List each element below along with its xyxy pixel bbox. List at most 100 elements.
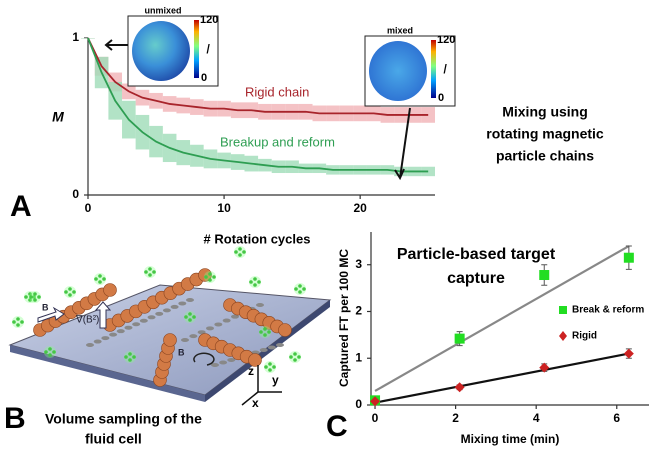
colorbar-title: I: [443, 61, 447, 77]
trail: [186, 298, 194, 302]
figure: B ∇(B²) Bz yx B Volume sampling of the fluid c…: [0, 0, 656, 459]
colorbar: [431, 40, 436, 98]
legend-label: Rigid: [572, 331, 597, 342]
annotation: particle chains: [496, 148, 594, 164]
target-glow: [12, 316, 24, 328]
label: B: [42, 302, 49, 312]
target-glow: [289, 351, 301, 363]
legend-marker: [559, 306, 567, 314]
target-glow: [64, 286, 76, 298]
point: [539, 270, 549, 280]
colorbar-label: 120: [437, 34, 455, 46]
y-tick-label: 1: [355, 350, 362, 364]
legend-marker: [559, 331, 567, 341]
chart-A: 0 10 20 0 1 A # Rotation cycles M Rigid chain Bre…: [10, 5, 604, 246]
y-tick-label: 2: [355, 304, 362, 318]
colorbar-label: 0: [201, 72, 207, 84]
trail: [189, 334, 197, 338]
x-tick-label: 10: [217, 201, 231, 215]
y-tick-label: 1: [72, 30, 79, 44]
colorbar-title: I: [206, 41, 210, 57]
legend-label: Break & reform: [572, 305, 644, 316]
point: [455, 334, 465, 344]
trail: [223, 319, 231, 323]
y-tick-label: 3: [355, 257, 362, 271]
legend-label: Breakup and reform: [220, 134, 335, 149]
target-glow: [44, 346, 56, 358]
chain-bead: [279, 324, 292, 337]
trail: [276, 343, 284, 347]
target-glow: [249, 276, 261, 288]
trail: [94, 340, 102, 344]
y-axis-label: Captured FT per 100 MC: [337, 249, 351, 387]
trail: [155, 312, 163, 316]
trail: [101, 336, 109, 340]
trail: [109, 333, 117, 337]
x-tick-label: 6: [613, 411, 620, 425]
label: B: [4, 402, 26, 435]
x-tick-label: 0: [372, 411, 379, 425]
annotation: rotating magnetic: [486, 126, 604, 142]
point: [455, 382, 465, 392]
y-tick-label: 0: [72, 187, 79, 201]
fit-line: [375, 246, 629, 391]
target-glow: [144, 266, 156, 278]
trail: [117, 329, 125, 333]
x-tick-label: 20: [353, 201, 367, 215]
y-axis-label: M: [52, 109, 64, 125]
pointer: [106, 40, 128, 50]
label: B: [178, 347, 185, 357]
x-axis-label: # Rotation cycles: [204, 231, 311, 246]
trail: [260, 348, 268, 352]
target-glow: [264, 361, 276, 373]
trail: [86, 343, 94, 347]
x-tick-label: 2: [452, 411, 459, 425]
x-tick-label: 0: [85, 201, 92, 215]
chain-bead: [104, 284, 117, 297]
target-glow: [259, 326, 271, 338]
trail: [181, 338, 189, 342]
inset-image: [369, 41, 427, 101]
trail: [219, 361, 227, 365]
trail: [163, 308, 171, 312]
colorbar: [194, 20, 199, 78]
chart-title: Particle-based target: [397, 246, 556, 263]
trail: [268, 346, 276, 350]
trail: [214, 322, 222, 326]
colorbar-label: 0: [438, 92, 444, 104]
panel-label: C: [326, 410, 348, 443]
chart-C: 02460123CParticle-based targetcaptureMix…: [326, 232, 649, 446]
label: x: [252, 396, 259, 410]
trail: [206, 326, 214, 330]
fit-line: [375, 354, 629, 403]
inset-title: unmixed: [144, 5, 181, 15]
annotation: Mixing using: [502, 104, 588, 120]
legend-label: Rigid chain: [245, 84, 309, 99]
target-glow: [294, 283, 306, 295]
chain-bead: [164, 334, 177, 347]
target-glow: [234, 246, 246, 258]
x-axis-label: Mixing time (min): [461, 432, 560, 446]
target-glow: [124, 351, 136, 363]
x-tick-label: 4: [533, 411, 540, 425]
point: [624, 253, 634, 263]
trail: [171, 305, 179, 309]
point: [624, 349, 634, 359]
colorbar-label: 120: [200, 14, 218, 26]
label: ∇(B²): [75, 315, 99, 326]
label: z: [248, 364, 254, 378]
label: fluid cell: [85, 431, 142, 447]
trail: [256, 303, 264, 307]
label: y: [272, 373, 279, 387]
trail: [148, 315, 156, 319]
trail: [140, 319, 148, 323]
inset-image: [132, 21, 190, 81]
trail: [178, 301, 186, 305]
chart-title: capture: [447, 270, 505, 287]
target-glow: [204, 271, 216, 283]
target-glow: [184, 311, 196, 323]
panel-label: A: [10, 190, 32, 223]
label: Volume sampling of the: [45, 411, 202, 427]
inset-title: mixed: [387, 25, 413, 35]
trail: [132, 322, 140, 326]
